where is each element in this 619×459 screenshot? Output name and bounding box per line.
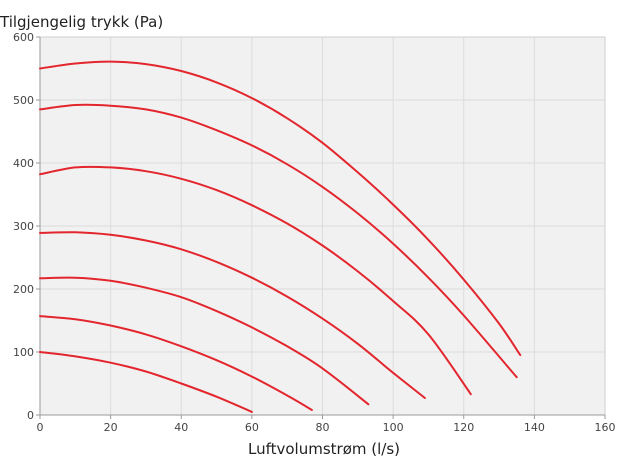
x-axis-label: Luftvolumstrøm (l/s) (248, 440, 400, 458)
series-line-6 (39, 103, 518, 379)
chart-title: Tilgjengelig trykk (Pa) (0, 13, 163, 31)
series-line-7 (39, 60, 522, 357)
y-tick-label: 500 (13, 94, 34, 107)
y-tick-label: 200 (13, 283, 34, 296)
y-tick-label: 400 (13, 157, 34, 170)
x-axis-ticks: 0 20 40 60 80 100 120 140 160 (37, 415, 616, 434)
x-tick-label: 20 (104, 421, 118, 434)
x-tick-label: 40 (174, 421, 188, 434)
series-line-5 (39, 165, 472, 396)
series-line-1 (39, 351, 253, 413)
x-tick-label: 100 (383, 421, 404, 434)
x-tick-label: 160 (595, 421, 616, 434)
series-line-3 (39, 276, 370, 406)
series-line-2 (39, 315, 313, 411)
y-tick-label: 300 (13, 220, 34, 233)
y-axis-ticks: 0 100 200 300 400 500 600 (13, 31, 40, 422)
y-tick-label: 0 (27, 409, 34, 422)
series-group (39, 60, 522, 413)
x-tick-label: 140 (524, 421, 545, 434)
y-tick-label: 600 (13, 31, 34, 44)
x-tick-label: 80 (316, 421, 330, 434)
x-tick-label: 120 (453, 421, 474, 434)
series-line-4 (39, 231, 426, 399)
y-tick-label: 100 (13, 346, 34, 359)
x-tick-label: 60 (245, 421, 259, 434)
x-tick-label: 0 (37, 421, 44, 434)
